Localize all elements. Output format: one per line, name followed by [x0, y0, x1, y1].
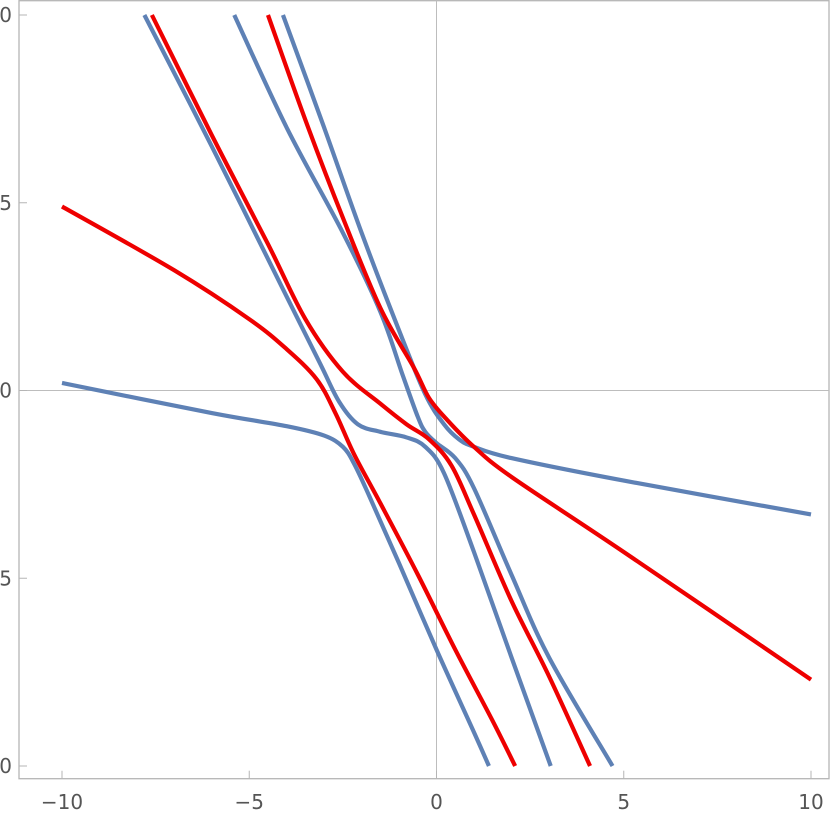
y-tick-label: −5	[0, 566, 12, 590]
blue-curve-1	[142, 14, 553, 767]
x-tick-label: 0	[430, 790, 443, 814]
y-tick-label: −10	[0, 754, 12, 778]
red-curve-5	[150, 14, 592, 767]
plot-frame	[18, 0, 830, 780]
y-tick-label: 10	[0, 3, 12, 27]
x-tick-label: −10	[41, 790, 83, 814]
x-tick-label: −5	[235, 790, 264, 814]
blue-curve-0	[61, 380, 491, 767]
x-tick-label: 10	[798, 790, 823, 814]
curves	[60, 14, 813, 768]
blue-curve-3	[280, 14, 812, 517]
x-tick-label: 5	[617, 790, 630, 814]
red-curve-6	[266, 14, 813, 682]
red-curve-4	[60, 204, 518, 767]
x-tick-labels: −10 −5 0 5 10	[41, 790, 824, 814]
blue-curve-2	[232, 14, 615, 768]
axis-ticks	[19, 14, 812, 779]
y-tick-label: 5	[0, 191, 12, 215]
y-tick-labels: 10 5 0 −5 −10	[0, 3, 12, 778]
y-tick-label: 0	[0, 379, 12, 403]
